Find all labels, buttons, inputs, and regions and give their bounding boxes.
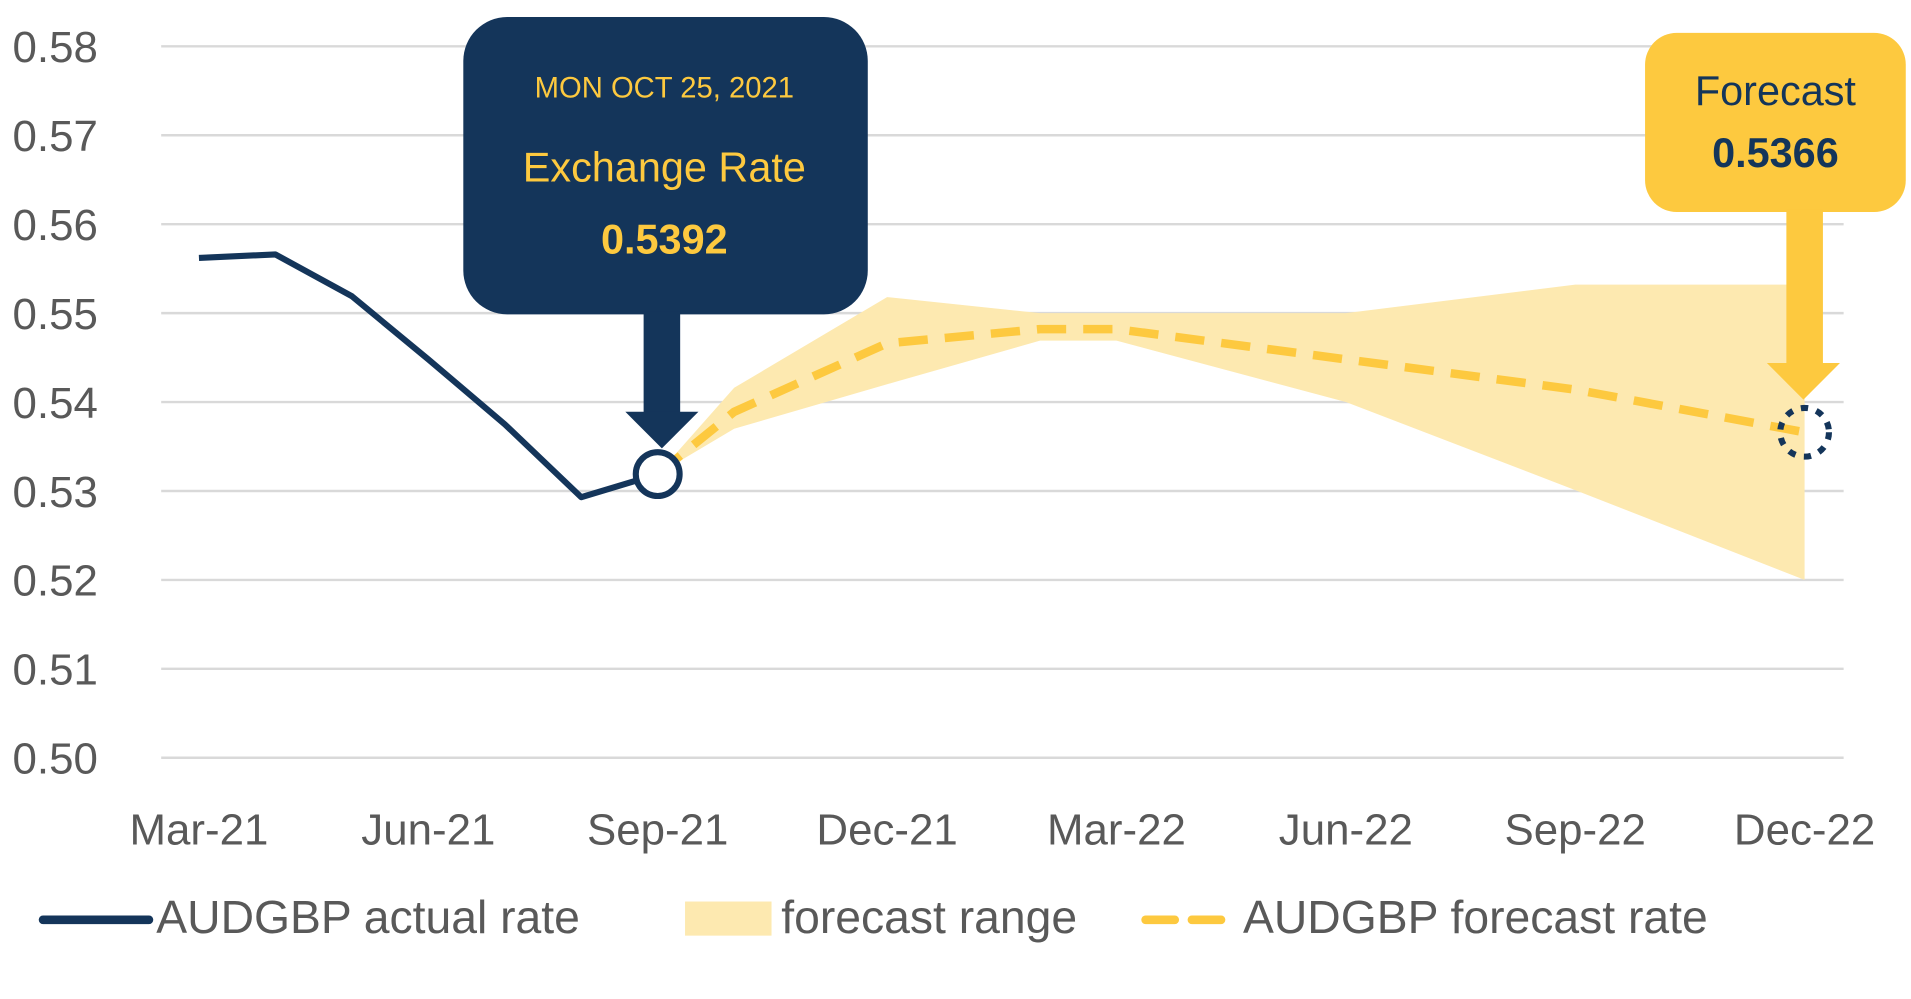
y-tick-label: 0.52 (13, 557, 98, 606)
x-tick-label: Mar-21 (130, 805, 269, 854)
y-tick-label: 0.58 (13, 23, 98, 72)
actual-rate-line (198, 251, 659, 501)
series-layer (198, 251, 1806, 580)
y-tick-label: 0.50 (13, 735, 98, 784)
x-tick-label: Dec-22 (1734, 805, 1875, 854)
callout-label: Exchange Rate (523, 145, 806, 191)
x-tick-label: Mar-22 (1047, 805, 1186, 854)
callout-value: 0.5392 (601, 216, 728, 262)
legend: AUDGBP actual rate forecast range AUDGBP… (38, 891, 1708, 943)
current-rate-callout: MON OCT 25, 2021 Exchange Rate 0.5392 (463, 17, 868, 449)
x-tick-label: Jun-22 (1279, 805, 1413, 854)
callout-arrow-head (625, 411, 699, 449)
forecast-arrow-head (1766, 363, 1840, 400)
x-axis-ticks: Mar-21 Jun-21 Sep-21 Dec-21 Mar-22 Jun-22 Sep-… (130, 805, 1876, 854)
forecast-arrow-stem (1786, 209, 1823, 366)
y-tick-label: 0.51 (13, 646, 98, 695)
forecast-callout: Forecast 0.5366 (1645, 32, 1906, 400)
callout-date: MON OCT 25, 2021 (535, 72, 794, 104)
callout-box (463, 17, 868, 315)
forecast-box (1645, 32, 1906, 212)
y-tick-label: 0.53 (13, 468, 98, 517)
y-axis-ticks: 0.58 0.57 0.56 0.55 0.54 0.53 0.52 0.51 0.50 (13, 23, 98, 783)
x-tick-label: Sep-22 (1505, 805, 1646, 854)
legend-forecast-label: AUDGBP forecast rate (1243, 891, 1708, 943)
legend-actual-label: AUDGBP actual rate (156, 891, 580, 943)
forecast-label: Forecast (1695, 68, 1857, 114)
x-tick-label: Jun-21 (361, 805, 495, 854)
legend-range-swatch (685, 901, 772, 936)
current-rate-marker (632, 449, 683, 500)
gridlines (161, 45, 1844, 759)
forecast-value: 0.5366 (1712, 130, 1839, 176)
forecast-marker (1777, 404, 1833, 460)
legend-range-label: forecast range (781, 891, 1077, 943)
callout-arrow-stem (643, 311, 681, 415)
markers (632, 404, 1833, 500)
x-tick-label: Dec-21 (816, 805, 957, 854)
x-tick-label: Sep-21 (587, 805, 728, 854)
y-tick-label: 0.57 (13, 112, 98, 161)
forecast-range-band (657, 284, 1805, 580)
y-tick-label: 0.56 (13, 201, 98, 250)
y-tick-label: 0.54 (13, 379, 98, 428)
y-tick-label: 0.55 (13, 290, 98, 339)
